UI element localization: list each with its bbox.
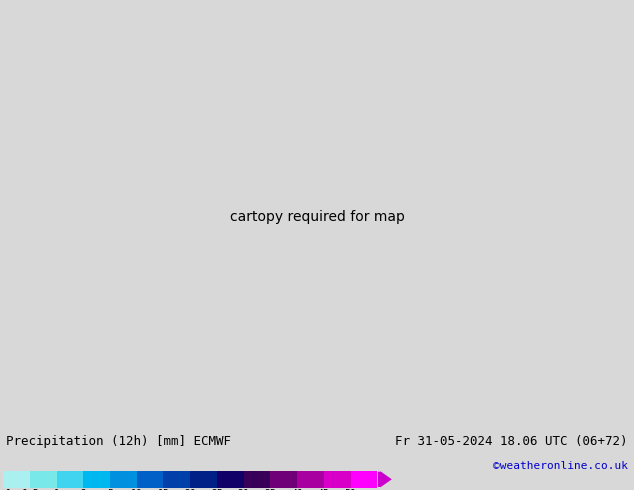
Bar <box>164 471 190 488</box>
Text: 35: 35 <box>264 489 276 490</box>
Text: Precipitation (12h) [mm] ECMWF: Precipitation (12h) [mm] ECMWF <box>6 435 231 448</box>
Text: 1: 1 <box>54 489 60 490</box>
Text: 15: 15 <box>158 489 169 490</box>
Bar <box>297 471 324 488</box>
Text: 30: 30 <box>238 489 250 490</box>
Text: ©weatheronline.co.uk: ©weatheronline.co.uk <box>493 461 628 471</box>
Bar <box>137 471 164 488</box>
Bar <box>351 471 377 488</box>
Bar <box>30 471 56 488</box>
Text: 45: 45 <box>318 489 330 490</box>
Bar <box>217 471 243 488</box>
Text: 20: 20 <box>184 489 196 490</box>
Bar <box>190 471 217 488</box>
Bar <box>83 471 110 488</box>
Text: cartopy required for map: cartopy required for map <box>230 210 404 224</box>
Bar <box>56 471 83 488</box>
Text: 10: 10 <box>131 489 143 490</box>
Text: Fr 31-05-2024 18.06 UTC (06+72): Fr 31-05-2024 18.06 UTC (06+72) <box>395 435 628 448</box>
Bar <box>243 471 270 488</box>
Bar <box>270 471 297 488</box>
Text: 2: 2 <box>81 489 86 490</box>
Text: 40: 40 <box>291 489 303 490</box>
Bar <box>324 471 351 488</box>
Text: 25: 25 <box>211 489 223 490</box>
Bar <box>3 471 30 488</box>
Text: 0.5: 0.5 <box>21 489 39 490</box>
Text: 50: 50 <box>345 489 356 490</box>
FancyArrow shape <box>378 471 392 488</box>
Bar <box>110 471 137 488</box>
Text: 0.1: 0.1 <box>0 489 12 490</box>
Text: 5: 5 <box>107 489 113 490</box>
